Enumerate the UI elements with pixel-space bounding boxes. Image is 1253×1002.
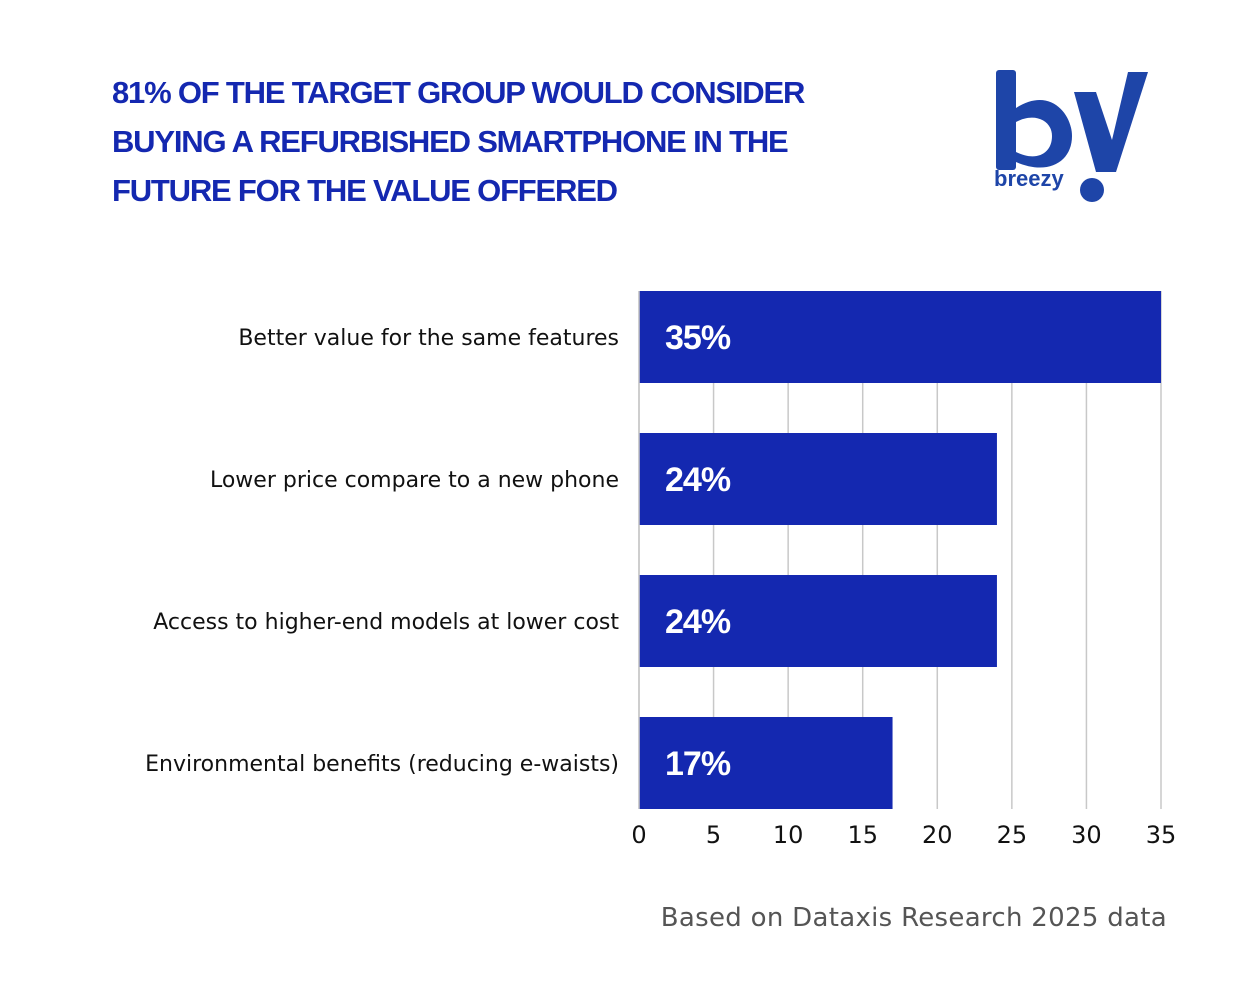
- headline: 81% OF THE TARGET GROUP WOULD CONSIDER B…: [112, 68, 892, 215]
- headline-text-2: IN THE: [685, 124, 789, 159]
- logo-wordmark: breezy: [994, 166, 1064, 191]
- x-tick-label: 5: [706, 821, 721, 849]
- bar-data-label: 24%: [665, 603, 731, 641]
- x-tick-label: 35: [1146, 821, 1177, 849]
- x-tick-label: 20: [922, 821, 953, 849]
- bar-data-label: 24%: [665, 461, 731, 499]
- category-label: Environmental benefits (reducing e-waist…: [145, 752, 619, 777]
- bar: [639, 291, 1161, 383]
- bar: [639, 717, 893, 809]
- headline-text-1: OF THE TARGET GROUP: [170, 75, 532, 110]
- bar: [639, 433, 997, 525]
- bar-data-label: 17%: [665, 745, 731, 783]
- bar-data-label: 35%: [665, 319, 731, 357]
- x-tick-label: 30: [1071, 821, 1102, 849]
- breezy-by-logo-icon: breezy: [994, 70, 1148, 202]
- category-label: Better value for the same features: [238, 326, 619, 351]
- headline-stat: 81%: [112, 75, 172, 110]
- headline-emphasis-1: WOULD CONSIDER: [531, 75, 806, 110]
- category-label: Access to higher-end models at lower cos…: [153, 610, 619, 635]
- headline-emphasis-2: BUYING A REFURBISHED SMARTPHONE: [112, 124, 687, 159]
- headline-text-3: FUTURE FOR THE VALUE OFFERED: [112, 173, 618, 208]
- bar: [639, 575, 997, 667]
- x-tick-label: 25: [997, 821, 1028, 849]
- category-label: Lower price compare to a new phone: [210, 468, 619, 493]
- source-note: Based on Dataxis Research 2025 data: [660, 903, 1167, 933]
- x-tick-label: 15: [847, 821, 878, 849]
- x-tick-label: 0: [631, 821, 646, 849]
- x-tick-label: 10: [773, 821, 804, 849]
